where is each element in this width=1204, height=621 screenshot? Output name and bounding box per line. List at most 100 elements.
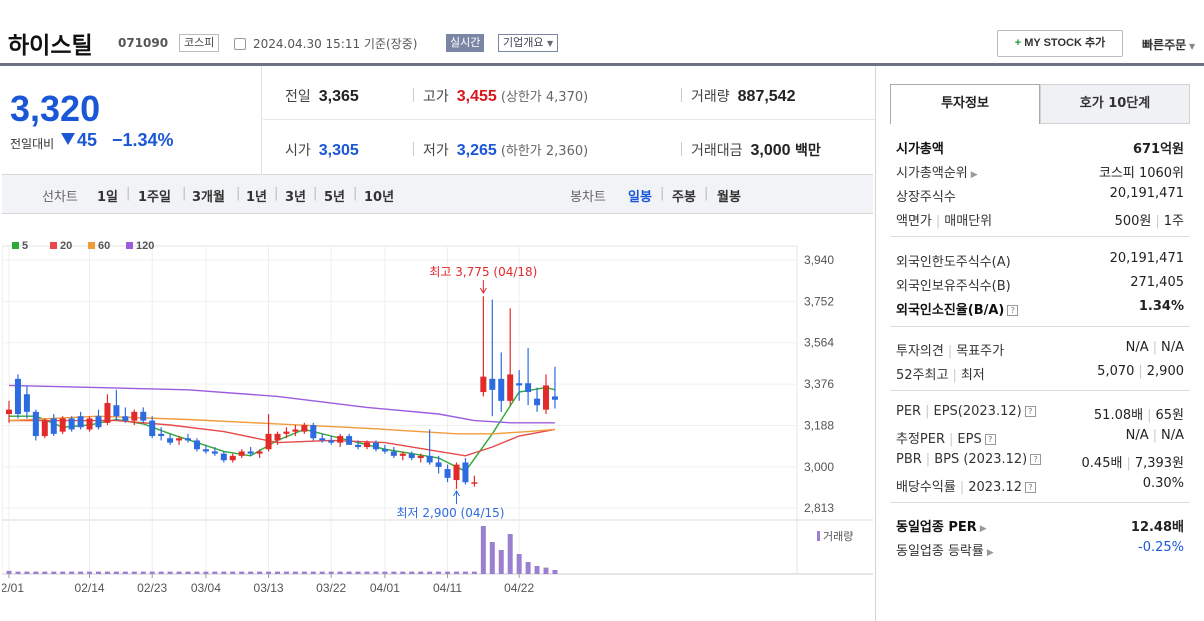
period-1y[interactable]: 1년 [246, 190, 268, 205]
unit-label: 매매단위 [944, 214, 993, 229]
candle-body [408, 453, 415, 459]
candle-body [337, 436, 344, 443]
volume-bar [203, 571, 209, 574]
chevron-down-icon: ▼ [1186, 42, 1196, 51]
quote-amount-unit: 백만 [795, 142, 821, 158]
candle-body [489, 378, 496, 390]
chevron-down-icon: ▼ [546, 39, 554, 48]
company-info-dropdown[interactable]: 기업개요 ▼ [498, 34, 559, 52]
period-monthly[interactable]: 월봉 [717, 190, 741, 205]
sector-per-label: 동일업종 PER [896, 520, 977, 535]
listed-shares-label: 상장주식수 [896, 190, 956, 205]
legend-swatch [126, 242, 133, 249]
opinion-row: 투자의견 | 목표주가 N/A | N/A [896, 340, 1184, 359]
volume-bar [239, 571, 245, 574]
candle-body [122, 416, 129, 421]
period-3y[interactable]: 3년 [285, 190, 307, 205]
sector-per-row[interactable]: 동일업종 PER ▶ 12.48배 [896, 516, 1184, 536]
period-daily[interactable]: 일봉 [628, 190, 652, 205]
ma120-line [8, 384, 555, 424]
unit-value: 1주 [1163, 214, 1184, 229]
listed-shares-value: 20,191,471 [1109, 186, 1184, 201]
candle-body [426, 455, 433, 463]
candle-body [543, 385, 549, 410]
help-icon[interactable]: ? [1007, 305, 1019, 316]
volume-bar [301, 571, 307, 574]
period-3m[interactable]: 3개월 [192, 190, 225, 205]
quote-low: 저가 3,265 (하한가 2,360) [413, 140, 588, 160]
candle-body [149, 420, 156, 437]
help-icon[interactable]: ? [1024, 406, 1036, 417]
tab-hoga[interactable]: 호가 10단계 [1040, 84, 1190, 124]
sector-change-row[interactable]: 동일업종 등락률 ▶ -0.25% [896, 540, 1184, 560]
bps-label: BPS (2023.12) [934, 452, 1028, 467]
candle-body [95, 416, 102, 428]
volume-bar [51, 571, 57, 574]
foreign-hold-label: 외국인보유주식수(B) [896, 279, 1011, 294]
y-tick-label: 3,940 [804, 253, 834, 267]
dividend-label: 배당수익률 [896, 480, 956, 495]
per-row: PER | EPS(2023.12)? 51.08배 | 65원 [896, 404, 1184, 423]
quote-datetime: 2024.04.30 15:11 기준(장중) [253, 37, 418, 51]
candle-body [551, 396, 558, 400]
volume-bar [543, 567, 549, 574]
chevron-right-icon: ▶ [986, 548, 994, 558]
candle-body [140, 411, 147, 421]
volume-legend-label: 거래량 [823, 530, 853, 543]
period-weekly[interactable]: 주봉 [672, 190, 696, 205]
volume-bar [498, 550, 504, 574]
candle-body [86, 418, 93, 430]
tab-invest-info[interactable]: 투자정보 [890, 84, 1040, 124]
quick-order-button[interactable]: 빠른주문 ▼ [1142, 36, 1195, 53]
upper-limit: (상한가 4,370) [500, 90, 589, 105]
price-chart[interactable]: 02/01 02/14 02/23 03/04 03/13 03/22 04/01 04/11… [0, 216, 873, 621]
period-10y[interactable]: 10년 [364, 190, 395, 205]
candle-body [516, 383, 523, 386]
period-1w[interactable]: 1주일 [138, 190, 171, 205]
volume-bar [122, 571, 128, 574]
pbr-row: PBR | BPS (2023.12)? 0.45배 | 7,393원 [896, 452, 1184, 471]
volume-bar [87, 571, 93, 574]
add-mystock-label: MY STOCK 추가 [1024, 37, 1106, 49]
company-info-label: 기업개요 [503, 36, 544, 49]
legend-label: 120 [136, 240, 154, 252]
add-mystock-button[interactable]: + MY STOCK 추가 [997, 30, 1123, 57]
market-cap-rank-row[interactable]: 시가총액순위 ▶ 코스피 1060위 [896, 162, 1184, 182]
volume-bar [113, 571, 119, 574]
listed-shares-row: 상장주식수 20,191,471 [896, 186, 1184, 206]
period-1d[interactable]: 1일 [97, 190, 119, 205]
volume-bar [418, 571, 424, 574]
volume-bar [462, 571, 468, 574]
quote-high-value: 3,455 [456, 88, 497, 105]
candle-body [185, 438, 191, 441]
candle-body [265, 433, 272, 450]
volume-bar [212, 571, 218, 574]
volume-bar [373, 571, 379, 574]
period-5y[interactable]: 5년 [324, 190, 346, 205]
volume-bar [42, 571, 48, 574]
price-change: 45 [61, 130, 97, 151]
candle-body [247, 451, 254, 454]
volume-bar [283, 571, 289, 574]
quote-grid: 전일 3,365 고가 3,455 (상한가 4,370) 거래량 887,542 시가… [263, 66, 875, 174]
dividend-date: 2023.12 [968, 480, 1022, 495]
x-tick-label: 02/14 [75, 581, 105, 595]
help-icon[interactable]: ? [984, 434, 996, 445]
volume-bar [427, 571, 433, 574]
est-per-value: N/A [1125, 428, 1149, 443]
volume-bar [96, 571, 101, 574]
eps-label: EPS(2023.12) [933, 404, 1022, 419]
eps-value: 65원 [1155, 408, 1184, 423]
volume-bar [507, 534, 513, 574]
est-eps-label: EPS [957, 432, 982, 447]
volume-bar [328, 571, 334, 574]
help-icon[interactable]: ? [1030, 454, 1042, 465]
target-label: 목표주가 [956, 344, 1005, 359]
candle-body [390, 451, 397, 456]
candle-body [283, 431, 290, 434]
volume-bar [149, 571, 155, 574]
help-icon[interactable]: ? [1024, 482, 1036, 493]
foreign-limit-label: 외국인한도주식수(A) [896, 255, 1011, 270]
invest-info-panel: 투자정보 호가 10단계 시가총액 671억원 시가총액순위 ▶ 코스피 1060… [875, 66, 1204, 621]
volume-bar [346, 571, 352, 574]
